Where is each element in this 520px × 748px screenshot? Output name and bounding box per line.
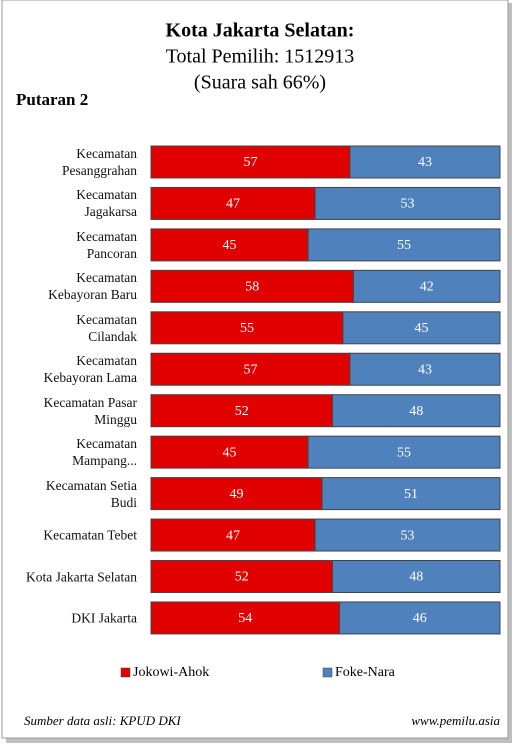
category-label: Kecamatan Mampang... [72, 436, 137, 469]
bar-segment [150, 352, 351, 386]
bar-segment [331, 560, 501, 593]
bar-segment [150, 311, 344, 345]
bar-segment [150, 269, 354, 303]
value-label: 55 [397, 445, 411, 460]
category-label: Kecamatan Jagakarsa [76, 187, 137, 220]
value-label: 45 [414, 321, 428, 336]
bar-segment [150, 518, 316, 552]
bar-segment [307, 435, 501, 469]
category-label: Kota Jakarta Selatan [26, 569, 137, 584]
website: www.pemilu.asia [411, 713, 500, 728]
bar-segment [352, 269, 501, 303]
bar-segment [314, 518, 501, 552]
bar-segment [307, 228, 501, 262]
bar-segment [349, 145, 501, 179]
value-label: 55 [397, 238, 411, 253]
value-label: 48 [409, 570, 423, 585]
legend-swatch [322, 667, 333, 678]
value-label: 58 [245, 280, 259, 295]
bar-segment [150, 394, 333, 428]
category-label: Kecamatan Cilandak [76, 311, 137, 344]
category-label: Kecamatan Kebayoran Lama [43, 353, 137, 386]
bar-segment [331, 394, 501, 428]
value-label: 57 [243, 362, 257, 377]
value-label: 43 [418, 362, 432, 377]
value-label: 53 [401, 197, 415, 212]
category-label: Kecamatan Tebet [43, 527, 137, 543]
value-label: 46 [413, 611, 427, 626]
category-label: Kecamatan Pasar Minggu [43, 394, 137, 427]
value-label: 47 [226, 528, 240, 543]
value-label: 45 [223, 238, 237, 253]
bar-segment [321, 477, 501, 511]
value-label: 45 [223, 445, 237, 460]
value-label: 54 [238, 611, 252, 626]
bar-segment [150, 228, 309, 262]
bar-segment [338, 601, 501, 635]
category-label: DKI Jakarta [71, 610, 137, 626]
value-label: 49 [230, 487, 244, 502]
value-label: 57 [243, 155, 257, 170]
subtitle: Total Pemilih: 1512913 [166, 46, 355, 68]
value-label: 53 [401, 528, 415, 543]
legend-label: Foke-Nara [335, 665, 396, 680]
category-label: Kecamatan Kebayoran Baru [48, 270, 137, 303]
value-label: 42 [420, 280, 434, 295]
subtitle: (Suara sah 66%) [194, 72, 326, 94]
value-label: 47 [226, 197, 240, 212]
legend-swatch [120, 667, 131, 678]
bar-segment [150, 477, 323, 511]
value-label: 43 [418, 155, 432, 170]
category-label: Kecamatan Setia Budi [45, 477, 137, 510]
bar-segment [349, 352, 501, 386]
bar-segment [342, 311, 501, 345]
value-label: 48 [409, 404, 423, 419]
value-label: 51 [404, 487, 418, 502]
source: Sumber data asli: KPUD DKI [24, 713, 181, 728]
round-label: Putaran 2 [16, 90, 88, 109]
legend-label: Jokowi-Ahok [133, 665, 209, 680]
chart-title: Kota Jakarta Selatan: [166, 20, 355, 42]
value-label: 52 [235, 570, 249, 585]
value-label: 52 [235, 404, 249, 419]
bar-segment [314, 186, 501, 220]
bar-segment [150, 145, 351, 179]
category-label: Kecamatan Pesanggrahan [62, 146, 137, 178]
category-label: Kecamatan Pancoran [76, 228, 137, 261]
value-label: 55 [240, 321, 254, 336]
